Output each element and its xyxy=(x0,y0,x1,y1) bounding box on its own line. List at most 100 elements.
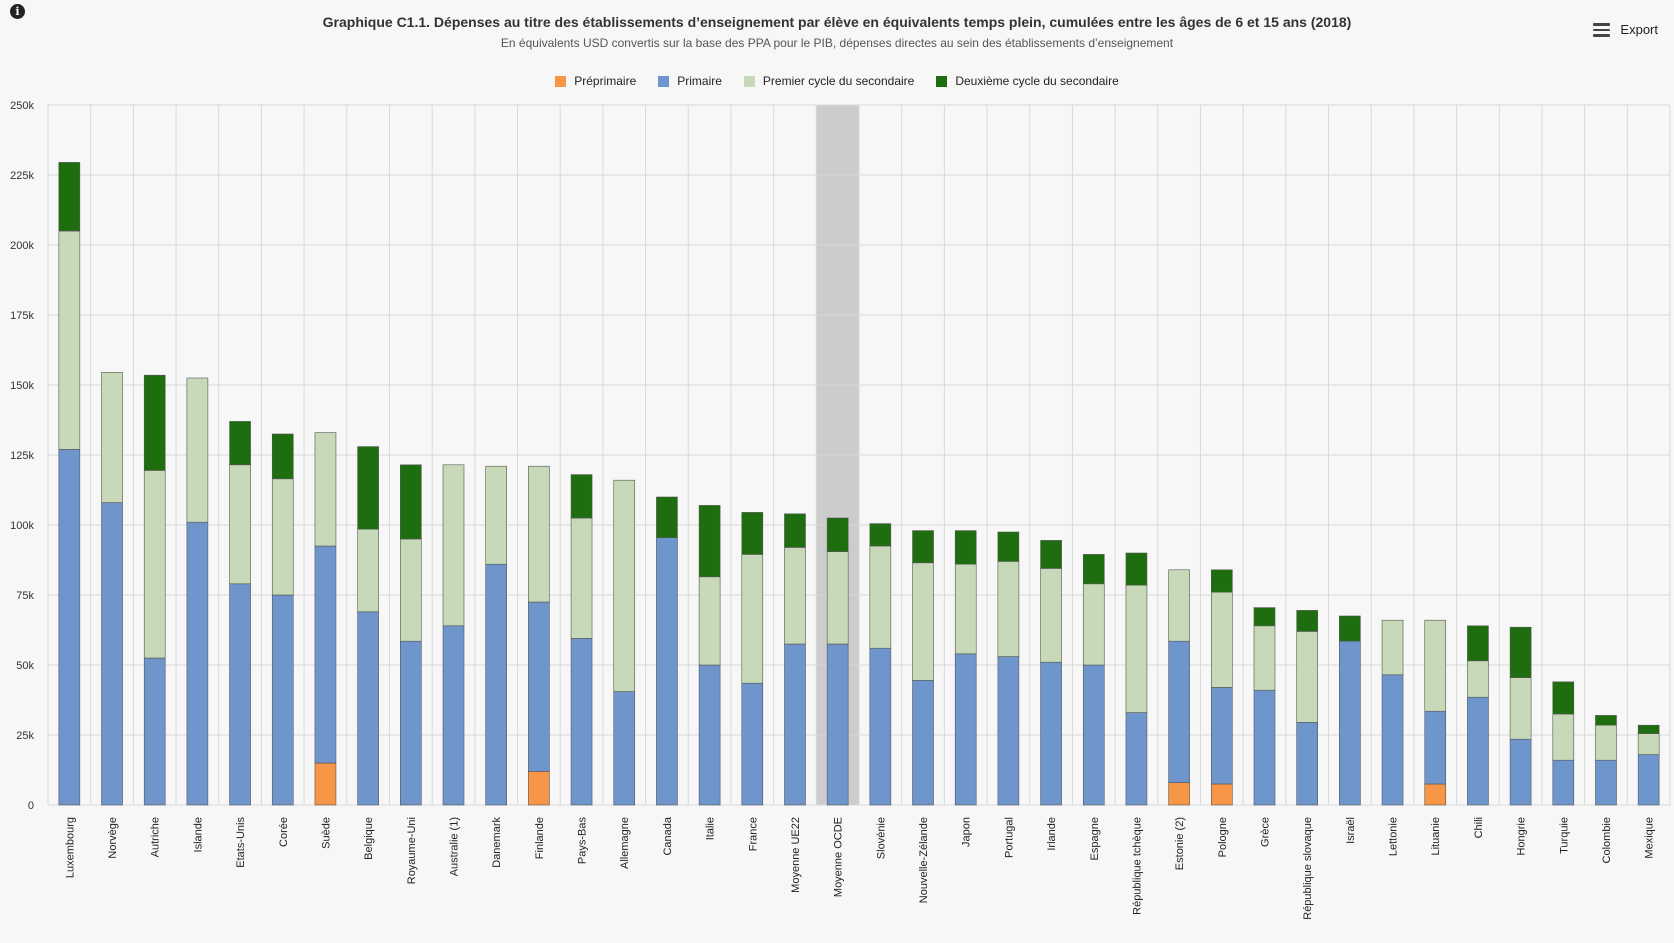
bar-segment xyxy=(229,464,251,585)
bar-segment xyxy=(1509,738,1532,806)
legend-item[interactable]: Primaire xyxy=(658,74,722,88)
bar-segment xyxy=(741,512,764,555)
x-tick-label: Autriche xyxy=(150,817,162,857)
bar-segment xyxy=(1211,687,1233,785)
info-icon[interactable]: i xyxy=(10,4,25,19)
bar-segment xyxy=(954,530,977,565)
bar-segment xyxy=(784,547,806,645)
chart-legend: Préprimaire Primaire Premier cycle du seco… xyxy=(0,74,1674,88)
bar-segment xyxy=(1125,552,1148,586)
bar-segment xyxy=(1424,619,1447,712)
x-tick-label: Australie (1) xyxy=(449,817,461,876)
bar-segment xyxy=(698,576,721,666)
x-tick-label: Suède xyxy=(320,817,332,849)
bar-segment xyxy=(271,594,294,806)
bar-segment xyxy=(528,465,550,603)
y-tick-label: 150k xyxy=(10,380,34,392)
x-tick-label: Canada xyxy=(662,816,674,855)
bar-segment xyxy=(826,551,849,645)
bar-segment xyxy=(1040,661,1062,806)
bar-segment xyxy=(485,465,507,565)
x-tick-label: Pays-Bas xyxy=(577,817,589,865)
bar-segment xyxy=(698,505,721,578)
bar-segment xyxy=(1637,724,1660,734)
bar-segment xyxy=(741,682,764,806)
bar-segment xyxy=(613,479,636,692)
x-tick-label: République slovaque xyxy=(1302,817,1314,920)
legend-swatch xyxy=(555,75,567,87)
y-tick-label: 50k xyxy=(16,660,34,672)
bar-segment xyxy=(143,470,166,659)
bar-segment xyxy=(784,513,806,548)
bar-segment xyxy=(1125,584,1148,713)
export-button[interactable]: Export xyxy=(1593,20,1658,40)
bar-segment xyxy=(1296,631,1318,723)
bar-segment xyxy=(570,474,593,519)
x-tick-label: Turquie xyxy=(1558,817,1570,854)
bar-segment xyxy=(1424,710,1447,785)
bar-segment xyxy=(1296,722,1318,806)
bar-segment xyxy=(1168,640,1190,783)
bar-segment xyxy=(1339,615,1361,642)
bar-segment xyxy=(1467,625,1489,662)
x-tick-label: Allemagne xyxy=(619,817,631,869)
bar-segment xyxy=(997,561,1020,657)
legend-item[interactable]: Deuxième cycle du secondaire xyxy=(936,74,1119,88)
bar-segment xyxy=(741,554,764,684)
bar-segment xyxy=(485,563,507,806)
export-label: Export xyxy=(1620,22,1658,38)
bar-segment xyxy=(143,657,166,806)
y-tick-label: 25k xyxy=(16,730,34,742)
bar-segment xyxy=(271,478,294,596)
bar-segment xyxy=(1296,610,1318,632)
bar-segment xyxy=(784,643,806,806)
bar-segment xyxy=(186,377,209,523)
bar-segment xyxy=(314,545,337,764)
bar-segment xyxy=(400,464,422,540)
x-tick-label: Estonie (2) xyxy=(1174,817,1186,870)
x-tick-label: Etats-Unis xyxy=(235,817,247,868)
x-tick-label: Israël xyxy=(1345,817,1357,844)
bar-segment xyxy=(1253,689,1276,806)
legend-label: Primaire xyxy=(677,74,722,88)
y-tick-label: 175k xyxy=(10,310,34,322)
bar-segment xyxy=(357,446,379,530)
bar-segment xyxy=(1552,759,1575,806)
bar-segment xyxy=(229,583,251,806)
bar-segment xyxy=(357,611,379,806)
bar-segment xyxy=(997,656,1020,806)
bar-segment xyxy=(869,647,892,806)
bar-segment xyxy=(826,517,849,552)
bar-segment xyxy=(698,664,721,806)
bar-segment xyxy=(613,691,636,806)
bar-segment xyxy=(357,528,379,613)
bar-segment xyxy=(1381,619,1404,676)
bar-segment xyxy=(442,464,465,627)
legend-item[interactable]: Premier cycle du secondaire xyxy=(743,74,915,88)
bar-segment xyxy=(912,562,934,681)
legend-item[interactable]: Préprimaire xyxy=(555,74,636,88)
x-tick-label: Slovénie xyxy=(875,817,887,859)
bar-segment xyxy=(1082,664,1105,806)
legend-swatch xyxy=(936,75,948,87)
bar-segment xyxy=(271,433,294,480)
bar-segment xyxy=(1595,724,1617,761)
x-tick-label: Danemark xyxy=(491,817,503,868)
bar-segment xyxy=(997,531,1020,562)
bar-segment xyxy=(1467,660,1489,698)
x-tick-label: Colombie xyxy=(1601,817,1613,863)
x-tick-label: Royaume-Uni xyxy=(406,817,418,884)
x-tick-label: Islande xyxy=(192,817,204,852)
bar-segment xyxy=(143,374,166,471)
chart-subtitle: En équivalents USD convertis sur la base… xyxy=(500,36,1174,50)
bar-segment xyxy=(229,421,251,466)
x-tick-label: Portugal xyxy=(1003,817,1015,858)
bar-segment xyxy=(1253,607,1276,627)
bar-segment xyxy=(528,601,550,772)
bar-segment xyxy=(1552,681,1575,715)
legend-label: Premier cycle du secondaire xyxy=(762,74,915,88)
x-tick-label: Finlande xyxy=(534,817,546,859)
bar-segment xyxy=(1168,569,1190,642)
x-tick-label: Luxembourg xyxy=(64,817,76,878)
bar-segment xyxy=(58,230,81,450)
